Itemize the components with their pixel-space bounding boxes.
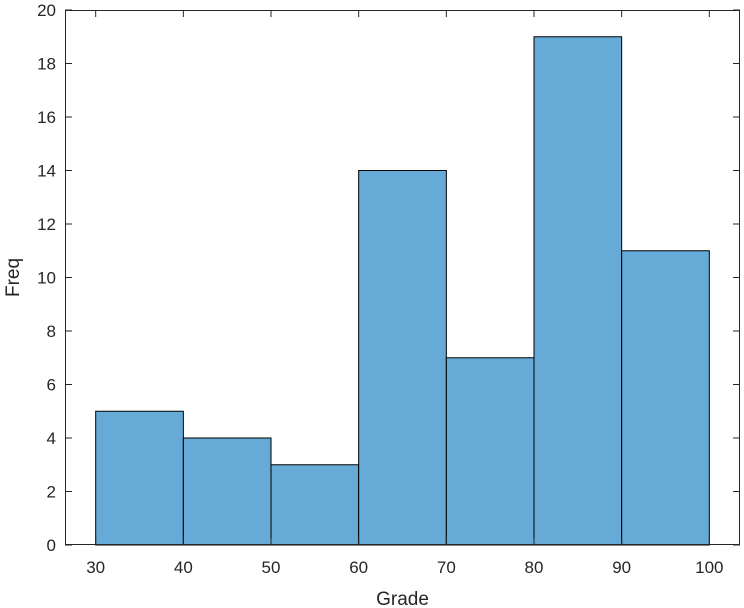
y-tick-label: 4 <box>47 429 56 448</box>
x-tick-label: 70 <box>437 558 456 577</box>
x-tick-label: 30 <box>86 558 105 577</box>
y-tick-label: 20 <box>37 1 56 20</box>
x-axis-label: Grade <box>376 589 429 608</box>
x-tick-label: 40 <box>174 558 193 577</box>
x-tick-label: 90 <box>612 558 631 577</box>
y-tick-label: 6 <box>47 376 56 395</box>
histogram-bar-3 <box>358 170 447 546</box>
y-tick-label: 16 <box>37 108 56 127</box>
histogram-bar-4 <box>445 357 535 546</box>
ticks-group <box>65 9 740 546</box>
y-tick-label: 8 <box>47 322 56 341</box>
y-tick-label: 12 <box>37 215 56 234</box>
histogram-bar-5 <box>533 36 623 546</box>
x-tick-label: 80 <box>525 558 544 577</box>
x-tick-label: 50 <box>262 558 281 577</box>
y-tick-label: 10 <box>37 269 56 288</box>
y-tick-label: 14 <box>37 162 56 181</box>
y-axis-label: Freq <box>3 258 24 297</box>
histogram-bar-1 <box>182 437 272 546</box>
histogram-bar-2 <box>270 464 360 546</box>
tick-labels-group: 30 40 50 60 70 80 90 100 0 2 4 6 8 10 12 14 16 18 20 <box>37 1 723 577</box>
x-tick-label: 60 <box>349 558 368 577</box>
histogram-bar-6 <box>621 250 710 546</box>
y-tick-label: 18 <box>37 55 56 74</box>
y-tick-label: 2 <box>47 483 56 502</box>
x-tick-label: 100 <box>695 558 723 577</box>
y-tick-label: 0 <box>47 536 56 555</box>
bars-group <box>95 36 710 546</box>
histogram-bar-0 <box>95 410 184 546</box>
